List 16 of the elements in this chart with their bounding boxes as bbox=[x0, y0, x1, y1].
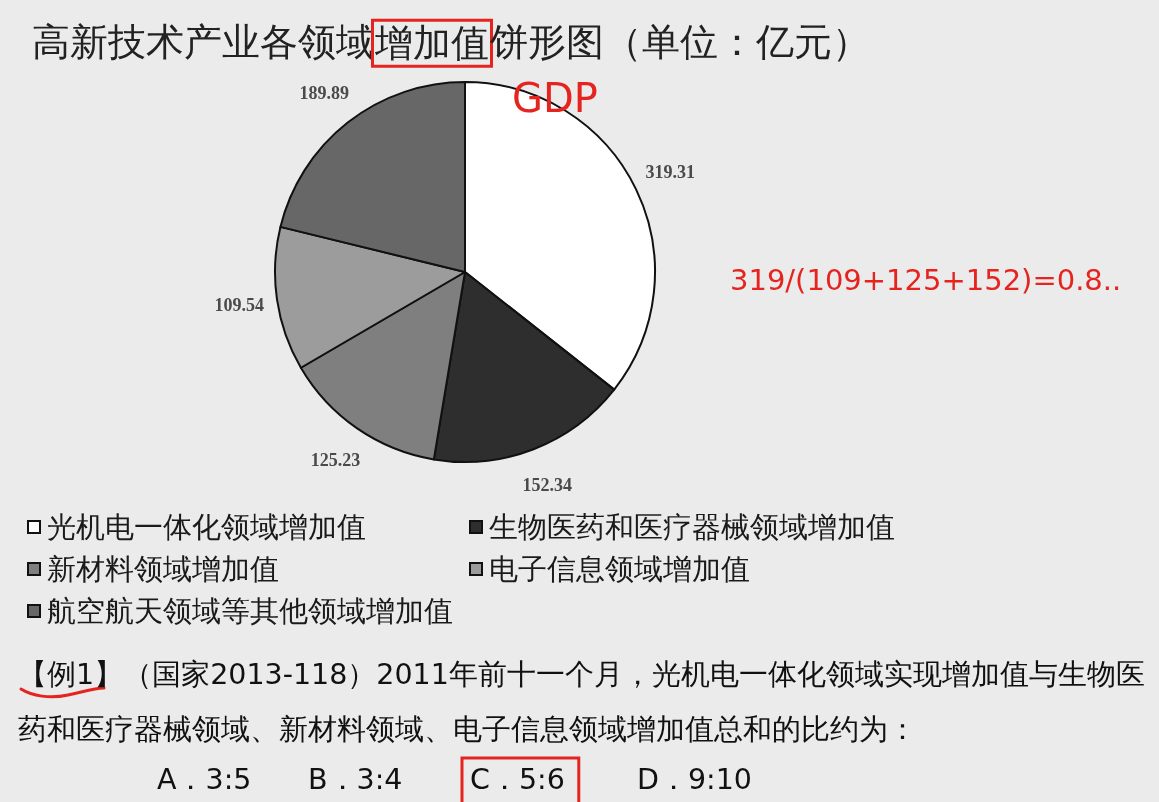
legend-label: 新材料领域增加值 bbox=[47, 551, 279, 586]
text: C．5:6 bbox=[470, 762, 565, 796]
data-label: 125.23 bbox=[310, 449, 361, 470]
legend-label: 光机电一体化领域增加值 bbox=[47, 509, 366, 544]
data-label: 319.31 bbox=[645, 162, 695, 183]
data-label: 109.54 bbox=[214, 294, 265, 315]
legend-label: 生物医药和医疗器械领域增加值 bbox=[489, 509, 895, 544]
legend-label: 电子信息领域增加值 bbox=[489, 551, 750, 586]
data-label: 152.34 bbox=[522, 474, 573, 495]
text: 【例1】（国家2013-118）2011年前十一个月，光机电一体化领域实现增加值与生物医药和医疗器械领域、新材料领域、电子信息领域增加值总和的比约为： bbox=[18, 657, 1146, 748]
legend-label: 航空航天领域等其他领域增加值 bbox=[47, 593, 453, 628]
text: B．3:4 bbox=[308, 762, 403, 796]
text: A．3:5 bbox=[157, 762, 252, 796]
text: 319/(109+125+152)=0.8.. bbox=[730, 262, 1122, 297]
data-label: 189.89 bbox=[299, 82, 349, 103]
text: D．9:10 bbox=[637, 762, 752, 796]
